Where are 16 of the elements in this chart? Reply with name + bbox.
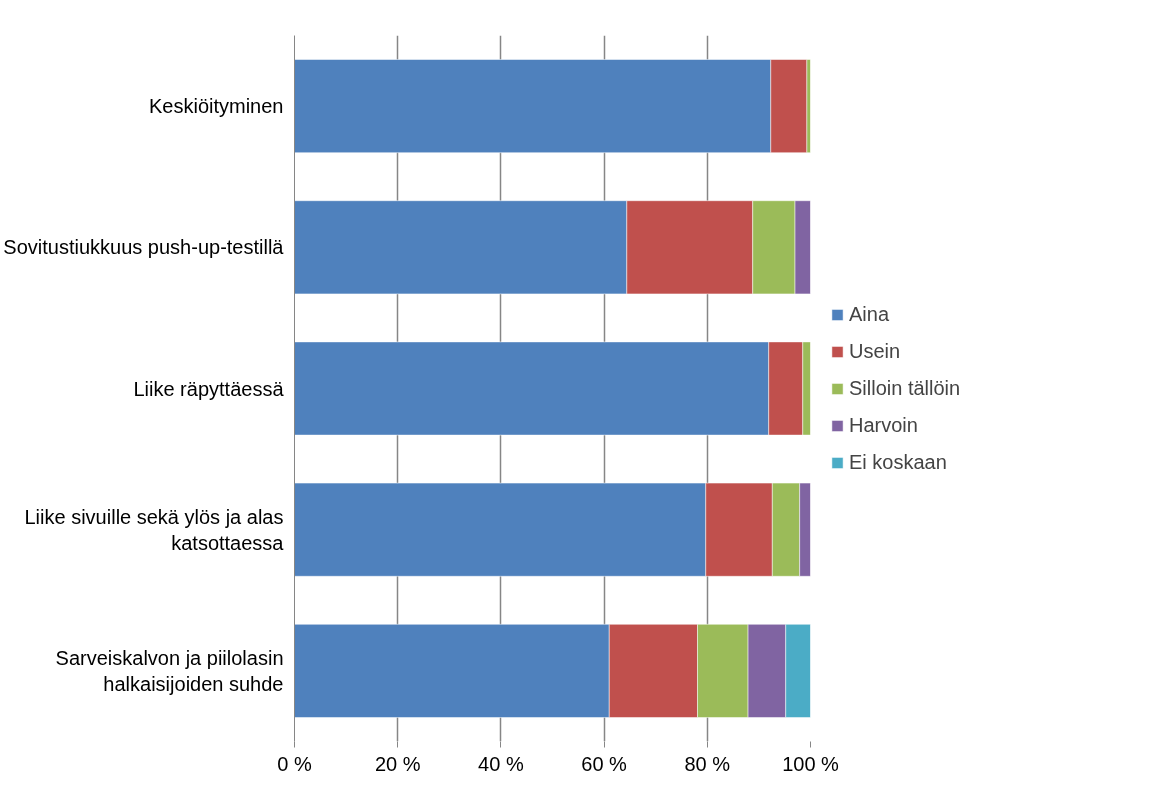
legend-label: Ei koskaan (849, 450, 947, 474)
y-tick-label: Sovitustiukkuus push-up-testillä (3, 236, 285, 259)
x-tick-label: 20 % (374, 752, 421, 775)
x-tick-label: 0 % (277, 752, 312, 775)
y-tick-label: Liike räpyttäessä (133, 377, 285, 400)
legend-label: Aina (849, 302, 890, 326)
legend-label: Harvoin (849, 413, 918, 437)
x-tick-label: 80 % (684, 752, 731, 775)
legend-label: Usein (849, 339, 901, 363)
y-tick-label: Sarveiskalvon ja piilolasin halkaisijoiden suhde (55, 646, 284, 696)
legend-label: Silloin tällöin (849, 376, 961, 400)
y-tick-label: Liike sivuille sekä ylös ja alas katsottaessa (24, 505, 285, 554)
x-tick-label: 40 % (478, 752, 524, 775)
x-tick-label: 60 % (581, 752, 628, 775)
y-tick-label: Keskiöityminen (149, 95, 284, 118)
x-tick-label: 100 % (782, 752, 840, 775)
